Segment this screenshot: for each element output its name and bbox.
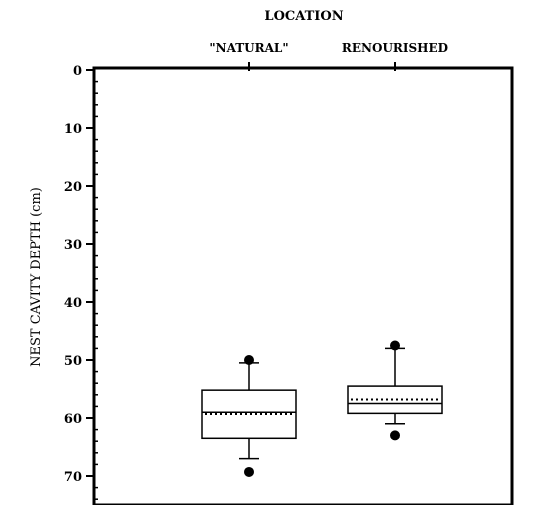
category-labels: "NATURAL" RENOURISHED <box>209 41 448 71</box>
box-body <box>347 385 443 415</box>
y-tick-label: 70 <box>64 470 82 485</box>
box-body <box>201 389 297 440</box>
box-group <box>347 340 443 441</box>
y-tick-label: 60 <box>64 412 82 427</box>
y-tick-label: 10 <box>64 122 82 137</box>
outlier-point <box>390 430 400 441</box>
outlier-point <box>244 355 254 365</box>
y-axis-label: NEST CAVITY DEPTH (cm) <box>29 187 44 367</box>
y-tick-label: 40 <box>64 296 82 311</box>
category-label: RENOURISHED <box>342 41 448 55</box>
category-label: "NATURAL" <box>209 41 288 55</box>
outlier-point <box>244 466 254 477</box>
axis-ticks: 0 10 20 30 40 50 60 70 <box>64 64 98 500</box>
y-tick-label: 0 <box>73 64 82 79</box>
y-tick-label: 20 <box>64 180 82 195</box>
y-tick-label: 30 <box>64 238 82 253</box>
box-series <box>201 340 443 477</box>
plot-area-frame <box>92 66 514 507</box>
y-tick-label: 50 <box>64 354 82 369</box>
chart-title: LOCATION <box>264 9 343 24</box>
outlier-point <box>390 340 400 351</box>
box-group <box>201 355 297 477</box>
